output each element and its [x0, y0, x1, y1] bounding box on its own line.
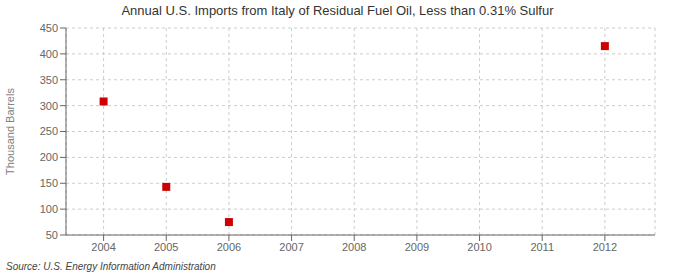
svg-text:2012: 2012	[593, 241, 617, 253]
svg-text:2006: 2006	[217, 241, 241, 253]
svg-text:400: 400	[40, 48, 58, 60]
svg-text:2007: 2007	[279, 241, 303, 253]
svg-text:250: 250	[40, 125, 58, 137]
svg-text:2010: 2010	[467, 241, 491, 253]
html-text:Annual U.S. Imports from Italy: Annual U.S. Imports from Italy of Residu…	[121, 3, 554, 18]
html-text:Source: U.S. Energy Informatio: Source: U.S. Energy Information Administ…	[6, 261, 216, 272]
svg-text:200: 200	[40, 151, 58, 163]
svg-text:2005: 2005	[154, 241, 178, 253]
svg-text:150: 150	[40, 177, 58, 189]
svg-text:2009: 2009	[405, 241, 429, 253]
svg-text:450: 450	[40, 22, 58, 34]
svg-text:100: 100	[40, 203, 58, 215]
svg-text:Thousand Barrels: Thousand Barrels	[8, 88, 16, 175]
svg-text:50: 50	[46, 229, 58, 241]
svg-text:350: 350	[40, 74, 58, 86]
svg-text:2004: 2004	[91, 241, 115, 253]
svg-text:2008: 2008	[342, 241, 366, 253]
svg-text:2011: 2011	[530, 241, 554, 253]
svg-text:300: 300	[40, 100, 58, 112]
